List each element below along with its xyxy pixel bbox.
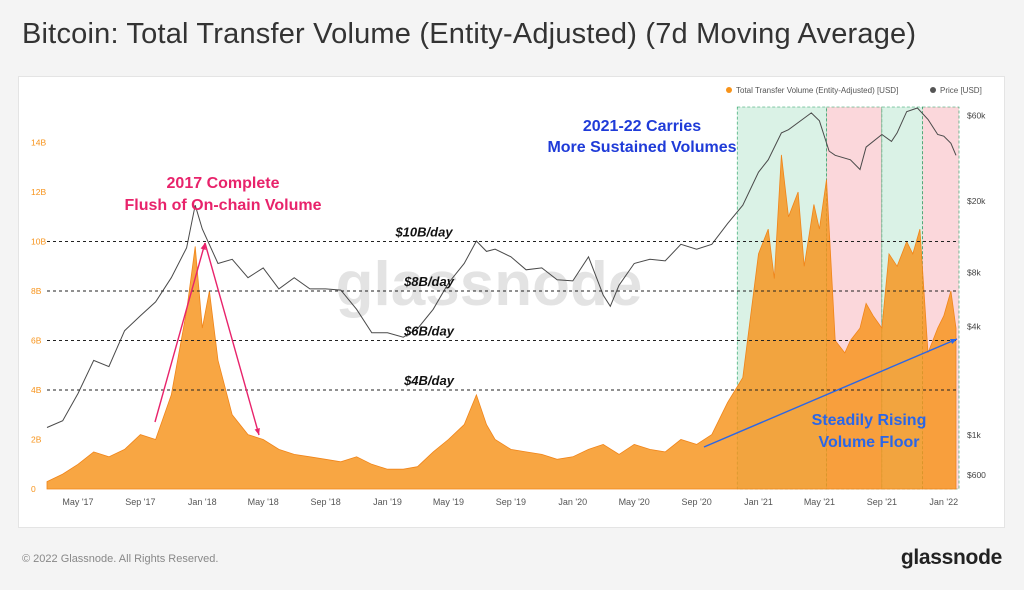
chart-svg: glassnode $10B/day$8B/day$6B/day$4B/day … xyxy=(31,86,986,507)
x-tick-label-13: Sep '21 xyxy=(867,497,897,507)
x-tick-label-5: Jan '19 xyxy=(373,497,402,507)
x-tick-label-8: Jan '20 xyxy=(558,497,587,507)
pink-arrow-down-head xyxy=(254,428,260,435)
reference-label-0: $10B/day xyxy=(394,225,453,240)
floor-annotation-line2: Volume Floor xyxy=(818,434,919,451)
page-title: Bitcoin: Total Transfer Volume (Entity-A… xyxy=(22,18,917,50)
y-right-tick-5: $60k xyxy=(967,110,986,120)
pink-arrow-up-head xyxy=(200,243,206,250)
pink-arrow-down-shaft xyxy=(204,242,260,436)
x-tick-label-14: Jan '22 xyxy=(929,497,958,507)
x-tick-label-4: Sep '18 xyxy=(310,497,340,507)
floor-arrow-line-shaft xyxy=(703,338,958,448)
chart-panel: glassnode $10B/day $8B/day $6B/day $4B/day … xyxy=(18,76,1005,528)
reference-label-3: $4B/day xyxy=(403,373,455,388)
y-left-tick-4: 8B xyxy=(31,286,42,296)
x-tick-label-6: May '19 xyxy=(433,497,464,507)
blue-annotation-line2: More Sustained Volumes xyxy=(547,139,736,156)
x-tick-label-2: Jan '18 xyxy=(188,497,217,507)
x-tick-label-0: May '17 xyxy=(62,497,93,507)
x-tick-label-1: Sep '17 xyxy=(125,497,155,507)
reference-label-2: $6B/day xyxy=(403,324,455,339)
x-tick-label-3: May '18 xyxy=(248,497,279,507)
y-right-tick-4: $20k xyxy=(967,196,986,206)
pink-annotation-line2: Flush of On-chain Volume xyxy=(124,197,321,214)
legend-price-marker xyxy=(930,87,936,93)
legend: Total Transfer Volume (Entity-Adjusted) … xyxy=(726,86,982,95)
x-tick-label-7: Sep '19 xyxy=(496,497,526,507)
y-left-tick-6: 12B xyxy=(31,187,46,197)
x-tick-label-11: Jan '21 xyxy=(744,497,773,507)
floor-arrow-line-head xyxy=(950,339,957,345)
x-tick-label-12: May '21 xyxy=(804,497,835,507)
floor-annotation-line1: Steadily Rising xyxy=(812,412,927,429)
watermark: glassnode xyxy=(336,250,643,319)
x-tick-label-10: Sep '20 xyxy=(681,497,711,507)
y-left-tick-3: 6B xyxy=(31,336,42,346)
y-right-tick-3: $8k xyxy=(967,268,981,278)
brand-logo: glassnode xyxy=(900,546,1002,569)
y-right-tick-1: $1k xyxy=(967,430,981,440)
price-line xyxy=(46,107,957,428)
floor-arrow xyxy=(703,338,958,448)
y-left-tick-5: 10B xyxy=(31,237,46,247)
legend-volume-marker xyxy=(726,87,732,93)
legend-volume-label: Total Transfer Volume (Entity-Adjusted) … xyxy=(736,86,898,95)
y-left-tick-7: 14B xyxy=(31,138,46,148)
y-left-tick-2: 4B xyxy=(31,385,42,395)
y-left-tick-1: 2B xyxy=(31,435,42,445)
y-left-tick-0: 0 xyxy=(31,484,36,494)
pink-arrow-up-shaft xyxy=(154,242,206,423)
copyright: © 2022 Glassnode. All Rights Reserved. xyxy=(22,553,219,565)
y-right-tick-0: $600 xyxy=(967,470,986,480)
pink-arrows xyxy=(154,242,260,436)
blue-annotation-line1: 2021-22 Carries xyxy=(583,118,701,135)
y-right-tick-2: $4k xyxy=(967,322,981,332)
legend-price-label: Price [USD] xyxy=(940,86,982,95)
pink-annotation-line1: 2017 Complete xyxy=(167,175,280,192)
reference-label-1: $8B/day xyxy=(403,274,455,289)
x-tick-label-9: May '20 xyxy=(619,497,650,507)
